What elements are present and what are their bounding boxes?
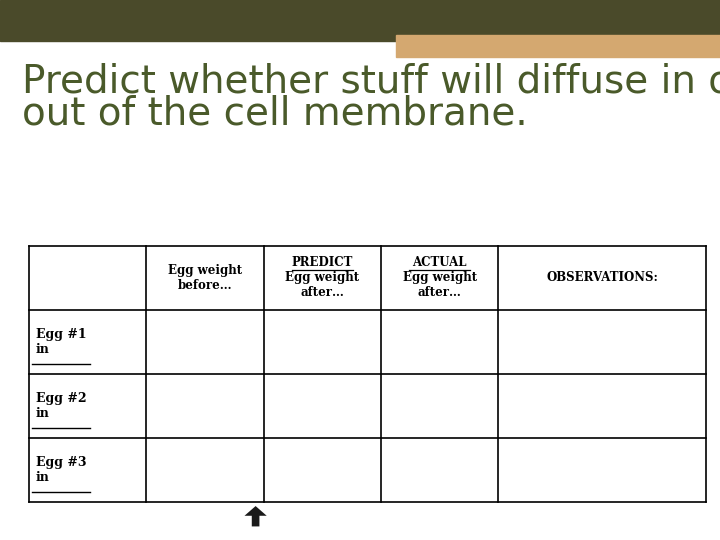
Text: after…: after… [300,286,344,299]
Text: in: in [36,471,50,484]
Text: Egg #3: Egg #3 [36,456,86,469]
Text: PREDICT: PREDICT [292,256,353,269]
Text: Egg #2: Egg #2 [36,392,86,405]
Text: OBSERVATIONS:: OBSERVATIONS: [546,271,658,284]
Text: Egg weight: Egg weight [402,271,477,284]
Text: after…: after… [418,286,462,299]
Text: ACTUAL: ACTUAL [413,256,467,269]
Text: Predict whether stuff will diffuse in or: Predict whether stuff will diffuse in or [22,62,720,100]
Bar [0,0,720,40]
Text: in: in [36,407,50,420]
Bar [396,35,720,57]
Text: out of the cell membrane.: out of the cell membrane. [22,94,527,132]
Text: in: in [36,343,50,356]
Text: Egg #1: Egg #1 [36,328,86,341]
Text: before…: before… [178,279,233,292]
Text: Egg weight: Egg weight [168,264,242,276]
Text: Egg weight: Egg weight [285,271,359,284]
